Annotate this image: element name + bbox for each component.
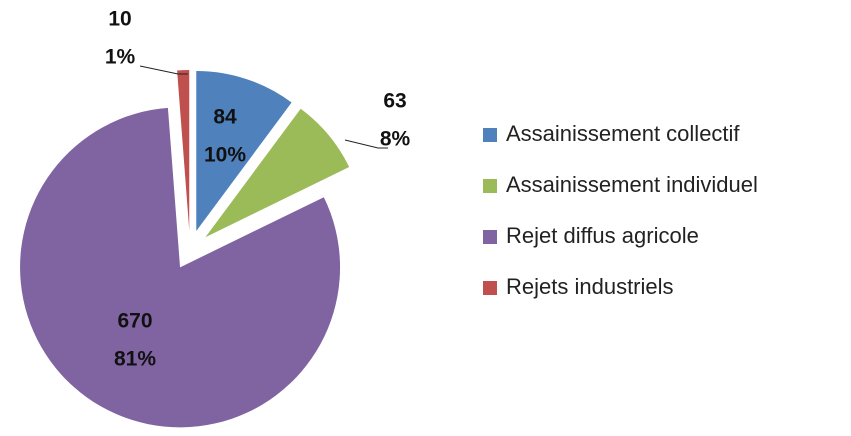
data-label-value: 84	[213, 106, 237, 129]
data-label-value: 63	[383, 90, 406, 113]
pie-slice	[205, 108, 350, 238]
data-label-percent: 10%	[204, 144, 246, 167]
legend-swatch	[483, 179, 497, 193]
pie-slice	[20, 107, 341, 428]
legend-swatch	[483, 128, 497, 142]
data-label-percent: 81%	[114, 348, 156, 371]
legend-label: Assainissement individuel	[506, 172, 758, 197]
data-label-value: 10	[108, 8, 131, 31]
legend-swatch	[483, 230, 497, 244]
pie-slice	[177, 70, 190, 231]
data-label-percent: 8%	[380, 128, 411, 151]
legend-label: Assainissement collectif	[506, 121, 740, 146]
legend-label: Rejets industriels	[506, 274, 674, 299]
leader-line	[139, 65, 188, 75]
data-label-percent: 1%	[105, 46, 136, 69]
leader-line	[344, 139, 388, 149]
legend-swatch	[483, 281, 497, 295]
pie-slice	[196, 71, 292, 232]
legend-label: Rejet diffus agricole	[506, 223, 699, 248]
data-label-value: 670	[117, 310, 152, 333]
